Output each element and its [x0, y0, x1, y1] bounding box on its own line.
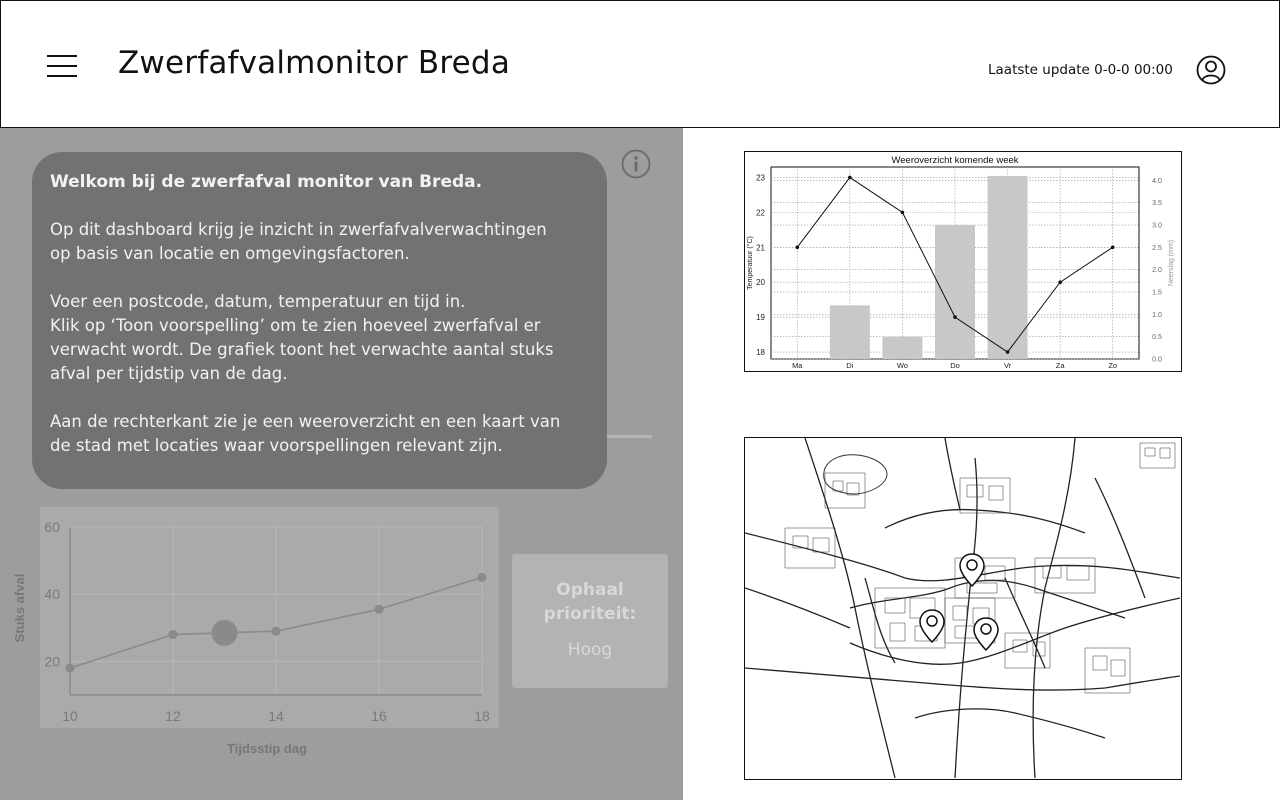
pickup-priority-card: Ophaal prioriteit: Hoog — [512, 554, 668, 688]
user-account-icon[interactable] — [1196, 55, 1226, 85]
temperature-point — [1058, 280, 1062, 284]
city-map[interactable] — [744, 437, 1182, 780]
temperature-point — [1005, 350, 1010, 354]
left-tick-label: 20 — [756, 278, 765, 287]
precipitation-bar — [987, 175, 1028, 359]
form-divider — [600, 435, 652, 438]
forecast-chart-area — [40, 507, 499, 728]
precipitation-bar — [935, 225, 975, 359]
map-pin-icon[interactable] — [919, 609, 945, 644]
precipitation-bar — [829, 305, 870, 359]
precipitation-bar — [882, 336, 923, 359]
chart-title: Weeroverzicht komende week — [891, 155, 1018, 166]
right-tick-label: 3.0 — [1152, 223, 1162, 230]
right-tick-label: 0.0 — [1152, 357, 1162, 364]
right-tick-label: 2.0 — [1152, 267, 1162, 274]
right-tick-label: 3.5 — [1152, 200, 1162, 207]
x-tick-label: Do — [950, 361, 960, 370]
info-icon[interactable] — [621, 149, 651, 179]
weather-chart-panel: 0.0 0.5 1.0 1.5 2.0 2.5 3.0 3.5 4.0 18 19 20 21 22 23 M… — [744, 151, 1182, 372]
x-tick-label: Di — [846, 361, 853, 370]
map-pin-icon[interactable] — [959, 553, 985, 588]
right-tick-label: 1.5 — [1152, 290, 1162, 297]
x-tick-label: Zo — [1108, 361, 1117, 370]
left-tick-label: 18 — [756, 348, 765, 357]
left-axis-label: Temperatuur (°C) — [746, 236, 754, 290]
right-axis-label: Neerslag (mm) — [1168, 240, 1175, 286]
left-tick-label: 22 — [756, 208, 765, 217]
right-tick-label: 1.0 — [1152, 312, 1162, 319]
map-pin-icon[interactable] — [973, 617, 999, 652]
right-tick-label: 2.5 — [1152, 245, 1162, 252]
weather-chart: 0.0 0.5 1.0 1.5 2.0 2.5 3.0 3.5 4.0 18 19 20 21 22 23 M… — [746, 155, 1175, 370]
priority-value: Hoog — [567, 640, 613, 660]
left-tick-label: 19 — [756, 313, 765, 322]
x-tick-label: Wo — [897, 361, 908, 370]
welcome-title: Welkom bij de zwerfafval monitor van Bre… — [50, 172, 483, 192]
x-tick-label: Ma — [792, 361, 803, 370]
welcome-overlay: Welkom bij de zwerfafval monitor van Bre… — [32, 152, 607, 489]
welcome-paragraph-1: Op dit dashboard krijg je inzicht in zwe… — [50, 220, 547, 263]
x-tick-label: Vr — [1004, 361, 1012, 370]
temperature-point — [1110, 245, 1115, 250]
left-tick-label: 21 — [756, 243, 765, 252]
temperature-point — [795, 245, 800, 250]
right-tick-label: 0.5 — [1152, 334, 1162, 341]
map-canvas[interactable] — [745, 438, 1181, 779]
hamburger-menu-icon[interactable] — [47, 55, 77, 77]
temperature-point — [848, 175, 852, 180]
priority-label: Ophaal prioriteit: — [543, 580, 637, 624]
temperature-point — [953, 315, 957, 319]
welcome-paragraph-3: Aan de rechterkant zie je een weeroverzi… — [50, 412, 561, 455]
app-title: Zwerfafvalmonitor Breda — [118, 45, 511, 81]
x-tick-label: Za — [1056, 361, 1066, 370]
right-tick-label: 4.0 — [1152, 178, 1162, 185]
last-update-text: Laatste update 0-0-0 00:00 — [988, 62, 1173, 78]
welcome-paragraph-2: Voer een postcode, datum, temperatuur en… — [50, 292, 554, 383]
left-tick-label: 23 — [756, 173, 765, 182]
app-header: Zwerfafvalmonitor Breda Laatste update 0… — [0, 0, 1280, 128]
temperature-point — [900, 210, 905, 215]
